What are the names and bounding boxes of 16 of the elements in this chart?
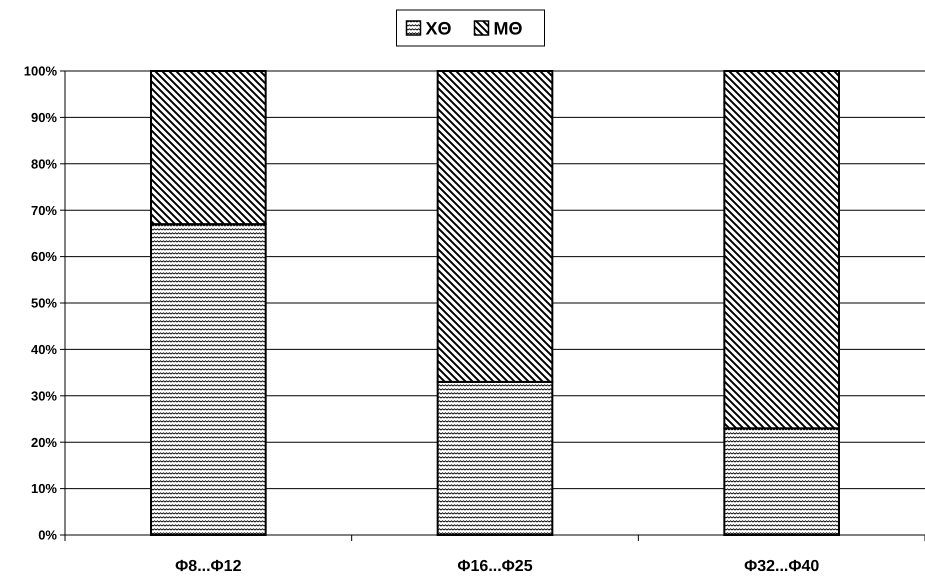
y-tick-label: 90%	[30, 110, 58, 125]
x-tick-label: Φ32...Φ40	[744, 558, 820, 575]
y-tick-label: 10%	[30, 481, 58, 496]
y-tick-label: 20%	[30, 434, 58, 450]
legend-label: ΧΘ	[426, 18, 452, 38]
y-tick-label: 80%	[30, 156, 58, 172]
y-tick-label: 30%	[30, 388, 58, 404]
y-tick-label: 50%	[30, 296, 58, 311]
y-tick-label: 40%	[30, 342, 58, 357]
legend-label: ΜΘ	[494, 18, 522, 38]
y-tick-label: 0%	[38, 528, 58, 543]
y-tick-label: 100%	[24, 64, 58, 79]
x-tick-label: Φ8...Φ12	[175, 558, 242, 575]
y-tick-label: 70%	[30, 202, 58, 218]
y-tick-label: 60%	[30, 249, 58, 264]
x-tick-label: Φ16...Φ25	[457, 558, 533, 575]
